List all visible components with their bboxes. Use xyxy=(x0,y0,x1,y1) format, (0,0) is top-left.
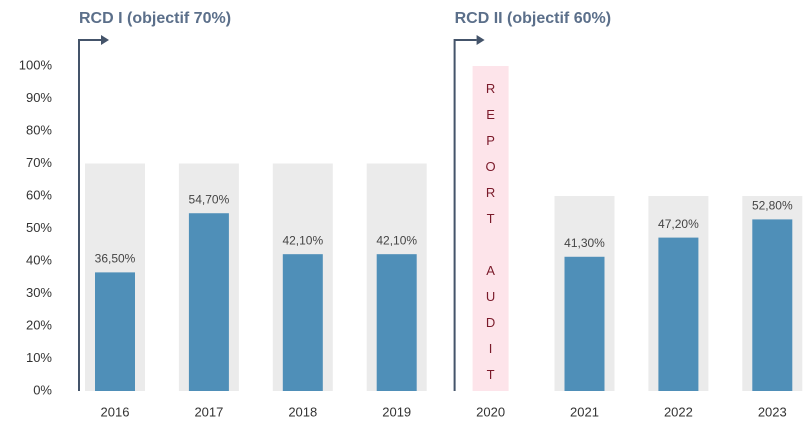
bar xyxy=(564,256,605,391)
audit-bar xyxy=(472,66,509,391)
annotation-arrow xyxy=(453,39,477,391)
y-tick-label: 100% xyxy=(19,57,53,72)
annotation-arrow xyxy=(78,39,101,391)
value-label: 47,20% xyxy=(658,217,699,231)
value-label: 41,30% xyxy=(564,236,605,250)
y-tick-label: 30% xyxy=(26,285,52,300)
x-tick-label: 2016 xyxy=(101,404,130,419)
bar xyxy=(95,272,135,391)
y-tick-label: 0% xyxy=(33,382,52,397)
value-label: 52,80% xyxy=(752,199,793,213)
bar xyxy=(752,219,793,391)
value-label: 42,10% xyxy=(376,233,417,247)
arrow-head xyxy=(476,35,485,45)
x-tick-label: 2018 xyxy=(288,404,317,419)
value-label: 54,70% xyxy=(189,192,230,206)
y-tick-label: 70% xyxy=(26,155,52,170)
bar xyxy=(188,213,229,391)
bar xyxy=(376,254,417,391)
annotation: RCD II (objectif 60%) xyxy=(455,10,611,27)
bar xyxy=(658,237,699,391)
x-tick-label: 2022 xyxy=(664,404,693,419)
arrow-head xyxy=(101,35,109,45)
x-tick-label: 2017 xyxy=(194,404,223,419)
x-tick-label: 2021 xyxy=(570,404,599,419)
x-tick-label: 2023 xyxy=(758,404,787,419)
value-label: 42,10% xyxy=(282,233,323,247)
y-tick-label: 20% xyxy=(26,317,52,332)
y-tick-label: 90% xyxy=(26,90,52,105)
x-tick-label: 2020 xyxy=(476,404,505,419)
annotation: RCD I (objectif 70%) xyxy=(79,10,231,27)
bar xyxy=(282,254,323,391)
y-tick-label: 60% xyxy=(26,187,52,202)
value-label: 36,50% xyxy=(95,252,136,266)
x-tick-label: 2019 xyxy=(382,404,411,419)
y-tick-label: 50% xyxy=(26,220,52,235)
y-tick-label: 40% xyxy=(26,252,52,267)
y-tick-label: 10% xyxy=(26,350,52,365)
y-tick-label: 80% xyxy=(26,122,52,137)
